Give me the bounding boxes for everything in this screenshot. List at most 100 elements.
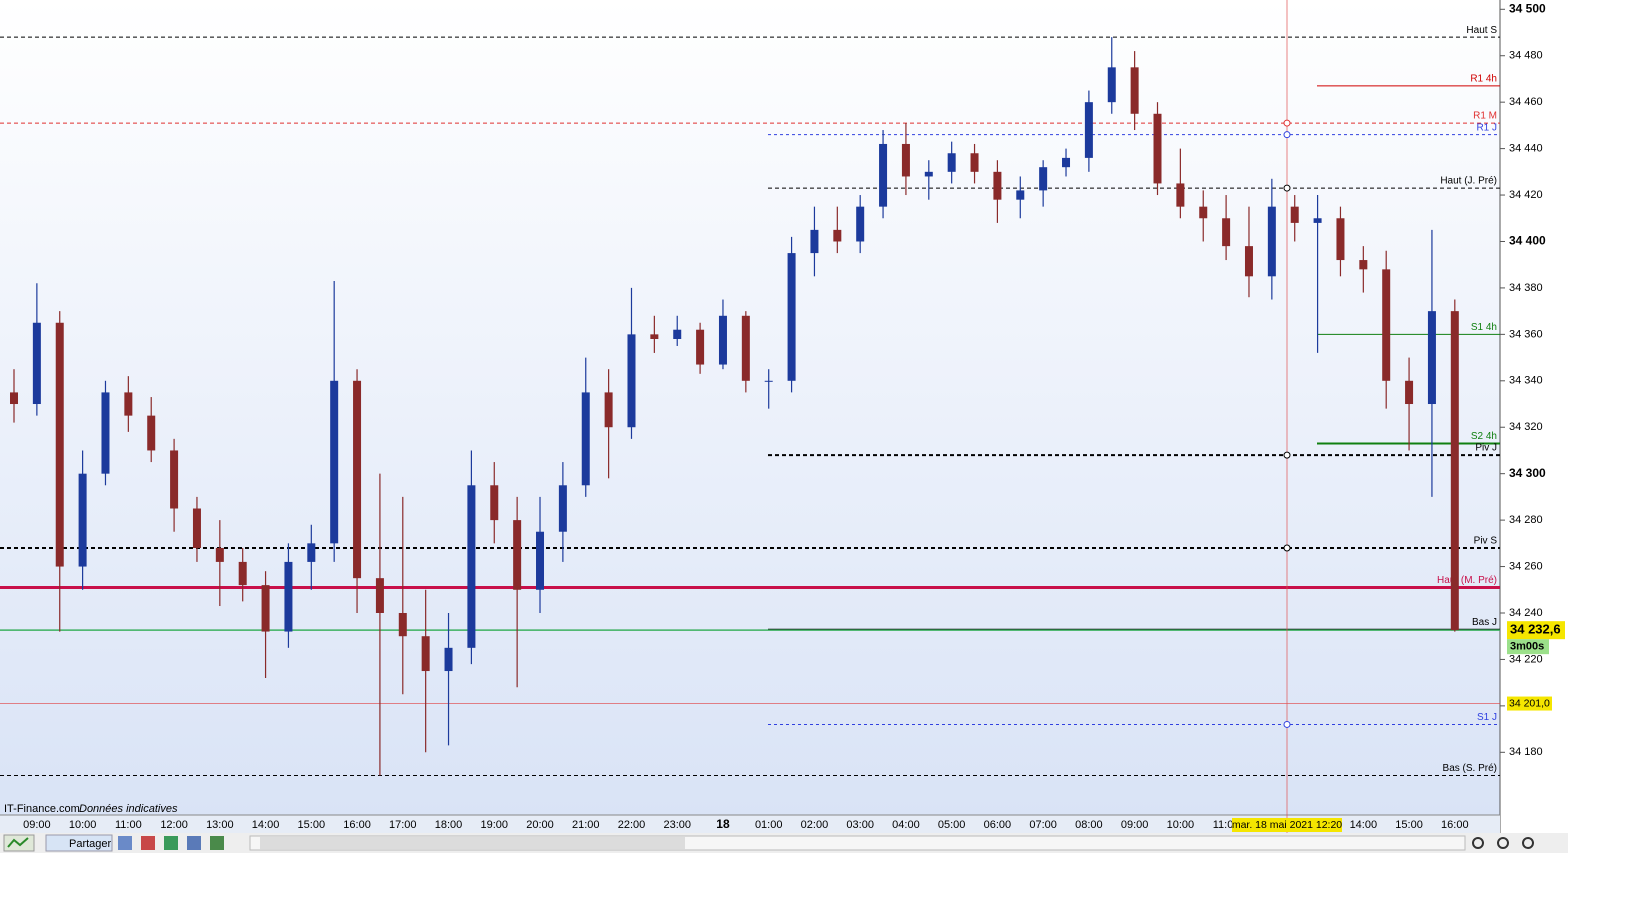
x-tick-label: 08:00 xyxy=(1075,819,1103,831)
level-label: S1 4h xyxy=(1471,322,1497,333)
candle-body xyxy=(718,315,727,365)
x-axis-strip xyxy=(0,815,1500,833)
level-label: Haut S xyxy=(1466,25,1497,36)
candle-body xyxy=(764,380,773,382)
chart-icon xyxy=(7,837,29,848)
crosshair-dot xyxy=(1283,119,1291,127)
y-tick-label: 34 380 xyxy=(1509,282,1543,294)
candle-body xyxy=(604,392,613,428)
candle-body xyxy=(147,415,156,451)
candle-body xyxy=(1176,183,1185,207)
x-tick-label: 07:00 xyxy=(1029,819,1057,831)
zoom-reset[interactable] xyxy=(1522,837,1534,849)
scroll-thumb[interactable] xyxy=(260,837,685,849)
candle-body xyxy=(787,253,796,381)
x-tick-label: 03:00 xyxy=(846,819,874,831)
x-tick-label: 16:00 xyxy=(343,819,371,831)
x-tick-label: 15:00 xyxy=(1395,819,1423,831)
candle-body xyxy=(1084,102,1093,158)
candle-body xyxy=(1359,260,1368,270)
candle-body xyxy=(947,153,956,172)
x-tick-label: 14:00 xyxy=(252,819,280,831)
x-tick-label: 04:00 xyxy=(892,819,920,831)
candle-body xyxy=(10,392,18,405)
y-tick-label: 34 360 xyxy=(1509,328,1543,340)
candle-body xyxy=(1016,190,1025,200)
tool-icon[interactable] xyxy=(141,836,155,850)
level-label: Piv S xyxy=(1474,536,1498,547)
x-tick-label: 10:00 xyxy=(1167,819,1195,831)
candle-body xyxy=(1222,218,1231,247)
candle-body xyxy=(467,485,476,648)
candle-body xyxy=(924,171,933,177)
x-tick-label: 05:00 xyxy=(938,819,966,831)
candle-body xyxy=(78,473,87,567)
x-tick-label: 22:00 xyxy=(618,819,646,831)
candle-body xyxy=(124,392,133,416)
candle-body xyxy=(856,206,865,242)
candle-body xyxy=(421,636,430,672)
candle-body xyxy=(993,171,1002,200)
candle-body xyxy=(1382,269,1391,381)
x-tick-label: 02:00 xyxy=(801,819,829,831)
candle-body xyxy=(1199,206,1208,219)
x-tick-label: 09:00 xyxy=(1121,819,1149,831)
x-tick-label: 18 xyxy=(716,817,730,831)
share-button[interactable] xyxy=(45,834,113,852)
y-tick-label: 34 340 xyxy=(1509,375,1543,387)
candle-body xyxy=(581,392,590,486)
last-price-label: 34 232,6 xyxy=(1510,622,1561,637)
share-label: Partager xyxy=(69,838,112,850)
candle-body xyxy=(238,561,247,586)
note: Données indicatives xyxy=(79,803,178,815)
x-tick-label: 06:00 xyxy=(984,819,1012,831)
crosshair-dot xyxy=(1283,184,1291,192)
crosshair-dot xyxy=(1283,131,1291,139)
candle-body xyxy=(833,229,842,242)
candle-body xyxy=(673,329,682,340)
zoom-in[interactable] xyxy=(1472,837,1484,849)
candle-body xyxy=(215,547,224,562)
x-tick-label: 21:00 xyxy=(572,819,600,831)
marker-badge xyxy=(1507,696,1552,711)
level-label: R1 J xyxy=(1476,122,1497,133)
tool-icon[interactable] xyxy=(118,836,132,850)
candle-body xyxy=(353,380,362,579)
tool-icon[interactable] xyxy=(164,836,178,850)
x-tick-label: 14:00 xyxy=(1350,819,1378,831)
y-tick-label: 34 320 xyxy=(1509,421,1543,433)
crosshair-dot xyxy=(1283,720,1291,728)
crosshair-dot xyxy=(1283,544,1291,552)
y-tick-label: 34 400 xyxy=(1509,234,1546,248)
candle-body xyxy=(55,322,64,567)
x-tick-label: 23:00 xyxy=(663,819,691,831)
x-tick-label: 18:00 xyxy=(435,819,463,831)
level-label: S2 4h xyxy=(1471,431,1497,442)
level-label: Haut (M. Pré) xyxy=(1437,575,1497,586)
candle-body xyxy=(1153,113,1162,184)
candle-body xyxy=(901,143,910,177)
candle-body xyxy=(32,322,41,405)
y-tick-label: 34 280 xyxy=(1509,514,1543,526)
tool-icon[interactable] xyxy=(210,836,224,850)
y-tick-label: 34 480 xyxy=(1509,50,1543,62)
candle-body xyxy=(1244,246,1253,277)
y-tick-label: 34 260 xyxy=(1509,560,1543,572)
marker-label: 34 201,0 xyxy=(1509,697,1550,709)
y-tick-label: 34 180 xyxy=(1509,746,1543,758)
last-price-badge xyxy=(1507,621,1565,640)
zoom-out[interactable] xyxy=(1497,837,1509,849)
candle-body xyxy=(1130,67,1139,114)
candle-body xyxy=(513,520,522,590)
x-tick-label: 09:00 xyxy=(23,819,51,831)
tool-icon[interactable] xyxy=(187,836,201,850)
x-tick-label: 17:00 xyxy=(389,819,417,831)
timer-badge xyxy=(1507,639,1549,655)
candle-body xyxy=(1107,67,1116,103)
candle-body xyxy=(696,329,705,365)
candle-body xyxy=(490,485,499,521)
y-tick-label: 34 440 xyxy=(1509,143,1543,155)
y-tick-label: 34 500 xyxy=(1509,1,1546,15)
x-tick-label: 16:00 xyxy=(1441,819,1469,831)
timer-label: 3m00s xyxy=(1510,641,1544,653)
